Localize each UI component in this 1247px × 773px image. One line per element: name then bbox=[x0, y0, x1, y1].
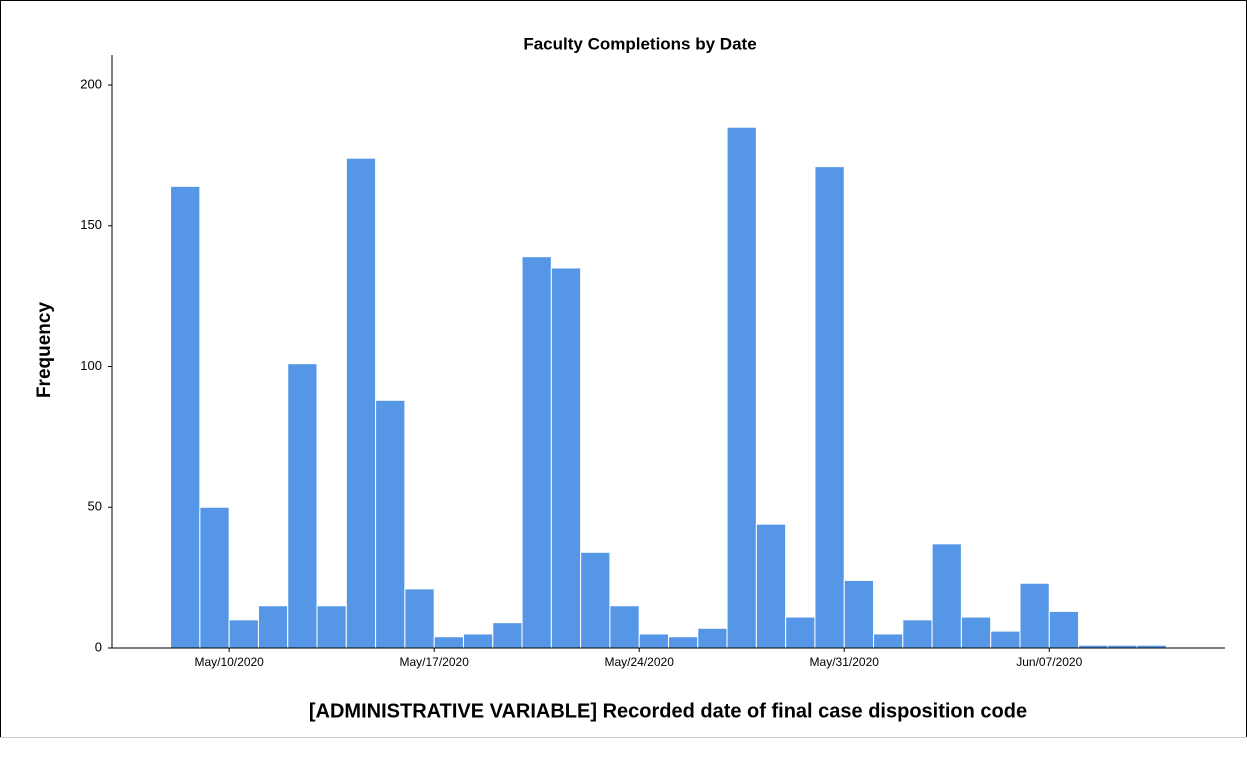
bar bbox=[843, 579, 875, 649]
x-tick-label: Jun/07/2020 bbox=[1016, 655, 1082, 669]
bar bbox=[580, 551, 611, 649]
bar bbox=[902, 619, 933, 649]
bar bbox=[931, 543, 962, 649]
x-tick-label: May/24/2020 bbox=[605, 655, 675, 669]
x-tick-label: May/17/2020 bbox=[399, 655, 469, 669]
bar bbox=[1048, 610, 1080, 649]
bar bbox=[990, 630, 1021, 649]
bar bbox=[345, 157, 377, 649]
bar bbox=[755, 523, 787, 649]
bar bbox=[199, 506, 230, 649]
x-tick-label: May/10/2020 bbox=[194, 655, 264, 669]
x-tick-label: May/31/2020 bbox=[810, 655, 880, 669]
chart-title: Faculty Completions by Date bbox=[523, 34, 756, 53]
bar bbox=[638, 633, 669, 649]
bar bbox=[375, 399, 406, 649]
bar bbox=[960, 616, 992, 649]
y-tick-label: 0 bbox=[95, 639, 102, 654]
bar bbox=[462, 633, 494, 649]
bar bbox=[1019, 582, 1050, 649]
bar bbox=[228, 619, 259, 649]
bar bbox=[492, 622, 523, 649]
bar bbox=[726, 126, 757, 649]
bar bbox=[814, 166, 845, 649]
bar bbox=[316, 605, 347, 649]
bar bbox=[785, 616, 816, 649]
y-axis-label: Frequency bbox=[34, 302, 55, 399]
bar bbox=[287, 363, 318, 649]
bar bbox=[550, 267, 582, 649]
y-tick-label: 100 bbox=[80, 358, 102, 373]
y-tick-label: 200 bbox=[80, 76, 102, 91]
bar bbox=[404, 588, 435, 649]
y-tick-label: 150 bbox=[80, 217, 102, 232]
bar bbox=[170, 185, 201, 649]
y-tick-label: 50 bbox=[88, 499, 102, 514]
bar bbox=[257, 605, 289, 649]
bar bbox=[668, 636, 699, 649]
bar bbox=[521, 256, 552, 649]
bar bbox=[433, 636, 464, 649]
x-axis-label: [ADMINISTRATIVE VARIABLE] Recorded date … bbox=[309, 700, 1027, 722]
bar bbox=[609, 605, 640, 649]
bar bbox=[873, 633, 904, 649]
bar bbox=[697, 627, 728, 649]
